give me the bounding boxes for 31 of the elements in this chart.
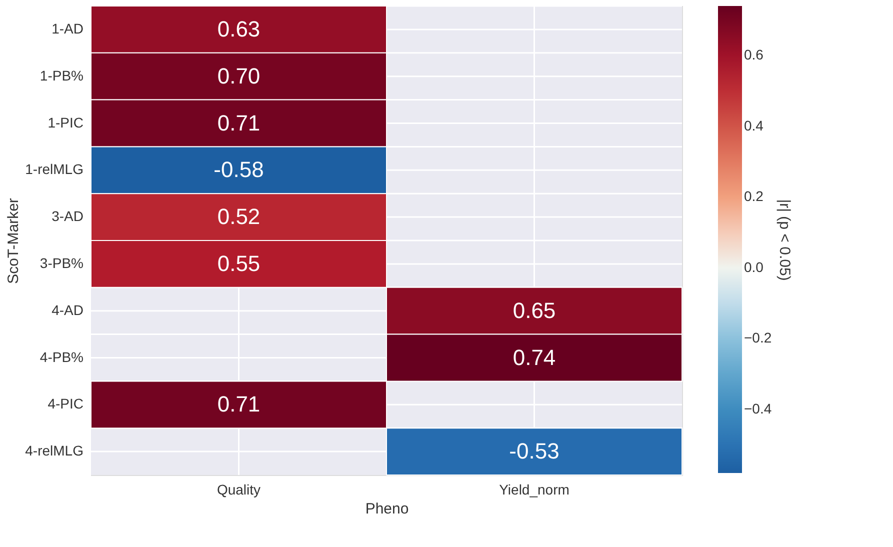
data-label: -0.53: [509, 438, 560, 464]
y-tick-label: 4-PIC: [48, 396, 84, 412]
x-axis-title: Pheno: [365, 500, 409, 518]
y-tick-label: 1-AD: [52, 20, 84, 36]
color-bar-label: 0.4: [744, 117, 764, 134]
color-bar-label: 0.6: [744, 46, 764, 63]
data-label: -0.58: [214, 157, 264, 182]
y-tick-label: 4-PB%: [40, 348, 84, 365]
data-label: 0.71: [217, 392, 260, 417]
data-label: 0.65: [512, 298, 556, 323]
color-bar-label: −0.4: [744, 400, 772, 416]
y-tick-label: 3-AD: [52, 208, 84, 224]
y-tick-label: 3-PB%: [40, 254, 84, 271]
data-label: 0.52: [217, 204, 260, 230]
y-tick-label: 4-AD: [52, 302, 84, 318]
x-tick-label: Yield_norm: [499, 482, 570, 498]
y-tick-label: 1-relMLG: [25, 161, 84, 178]
color-bar-label: 0.2: [744, 188, 764, 204]
x-tick-label: Quality: [216, 482, 261, 498]
y-tick-label: 1-PB%: [40, 67, 84, 84]
y-axis-title: ScoT-Marker: [5, 198, 22, 284]
data-label: 0.74: [512, 344, 556, 370]
color-bar-title: |r| (p < 0.05): [776, 199, 793, 281]
data-label: 0.70: [217, 63, 260, 88]
data-label: 0.63: [217, 16, 260, 42]
y-tick-label: 1-PIC: [48, 114, 84, 130]
data-label: 0.55: [217, 250, 260, 276]
color-bar-label: 0.0: [744, 258, 764, 275]
y-tick-label: 4-relMLG: [25, 442, 84, 459]
color-bar-label: −0.2: [744, 330, 772, 346]
data-label: 0.71: [217, 110, 260, 136]
